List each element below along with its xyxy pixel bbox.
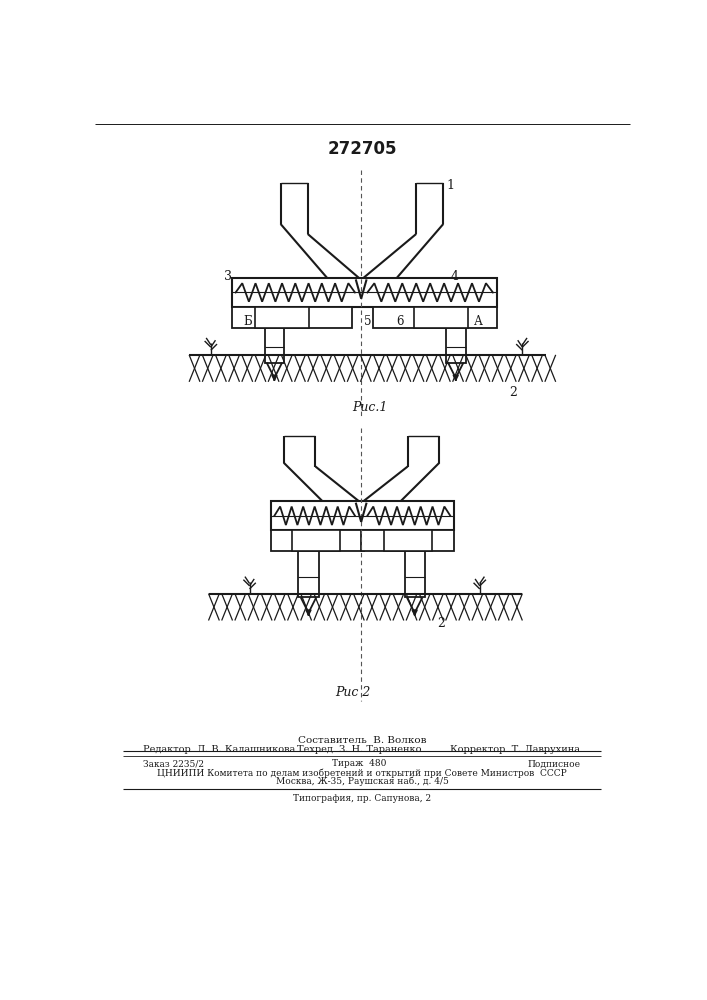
Text: Типография, пр. Сапунова, 2: Типография, пр. Сапунова, 2 [293,794,431,803]
Text: Москва, Ж-35, Раушская наб., д. 4/5: Москва, Ж-35, Раушская наб., д. 4/5 [276,777,448,786]
Bar [292,530,340,551]
Text: Б: Б [243,315,252,328]
Bar [271,501,454,530]
Text: Заказ 2235/2: Заказ 2235/2 [143,759,204,768]
Bar [271,530,363,551]
Bar [384,530,432,551]
Bar [298,551,319,597]
Text: Составитель  В. Волков: Составитель В. Волков [298,736,426,745]
Text: ЦНИИПИ Комитета по делам изобретений и открытий при Совете Министров  СССР: ЦНИИПИ Комитета по делам изобретений и о… [157,768,567,778]
Text: А: А [474,315,483,328]
Bar [414,307,468,328]
Text: Рис.1: Рис.1 [352,401,387,414]
Text: 272705: 272705 [327,140,397,158]
Text: Редактор  Л. В. Калашникова: Редактор Л. В. Калашникова [143,745,295,754]
Bar [265,328,284,363]
Text: 1: 1 [446,179,455,192]
Text: 2: 2 [509,386,517,399]
Text: Тираж  480: Тираж 480 [332,759,387,768]
Bar [361,530,454,551]
Text: 3: 3 [224,270,232,283]
Text: Техред  З. Н. Тараненко: Техред З. Н. Тараненко [298,745,422,754]
Text: 2: 2 [437,617,445,630]
Bar [255,307,309,328]
Bar [404,551,425,597]
Text: Корректор  Т. Лаврухина: Корректор Т. Лаврухина [450,745,580,754]
Bar [373,307,497,328]
Bar [232,307,352,328]
Bar [446,328,466,363]
Text: 5: 5 [363,315,371,328]
Bar [232,278,497,307]
Text: Подписное: Подписное [527,759,580,768]
Text: 6: 6 [396,315,404,328]
Text: 4: 4 [451,270,459,283]
Text: Рис 2: Рис 2 [335,686,370,699]
